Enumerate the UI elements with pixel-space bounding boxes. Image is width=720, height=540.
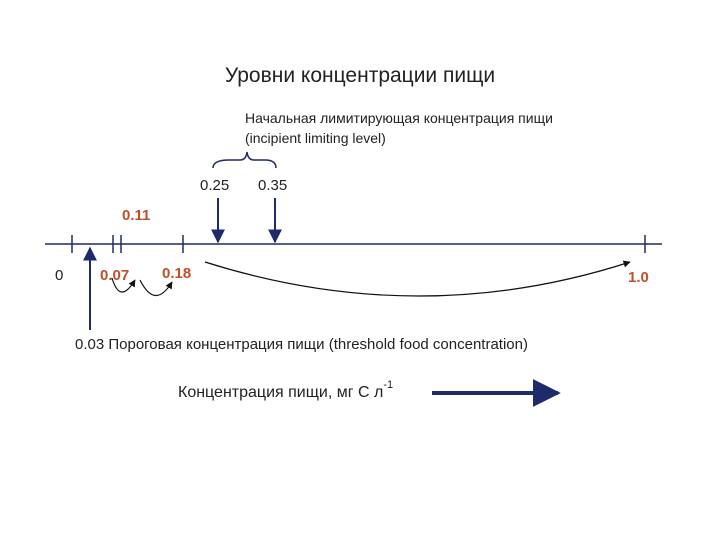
label-011: 0.11 — [122, 207, 150, 224]
label-025: 0.25 — [200, 177, 229, 194]
axis-title: Концентрация пищи, мг С л-1 — [178, 379, 393, 401]
incipient-line2: (incipient limiting level) — [245, 130, 386, 146]
brace — [212, 151, 277, 169]
label-035: 0.35 — [258, 177, 287, 194]
axis — [45, 235, 662, 253]
label-0: 0 — [55, 267, 63, 284]
curve-2 — [139, 279, 173, 297]
axis-title-text: Концентрация пищи, мг С л — [178, 384, 383, 401]
title: Уровни концентрации пищи — [225, 64, 495, 87]
threshold: 0.03 Пороговая концентрация пищи (thresh… — [75, 336, 528, 353]
curve-1 — [111, 277, 136, 293]
incipient-line1: Начальная лимитирующая концентрация пищи — [245, 110, 553, 126]
curve-big — [204, 260, 631, 297]
label-007: 0.07 — [100, 267, 129, 284]
label-018: 0.18 — [162, 265, 191, 282]
axis-title-sup: -1 — [383, 379, 393, 391]
label-10: 1.0 — [628, 269, 649, 286]
